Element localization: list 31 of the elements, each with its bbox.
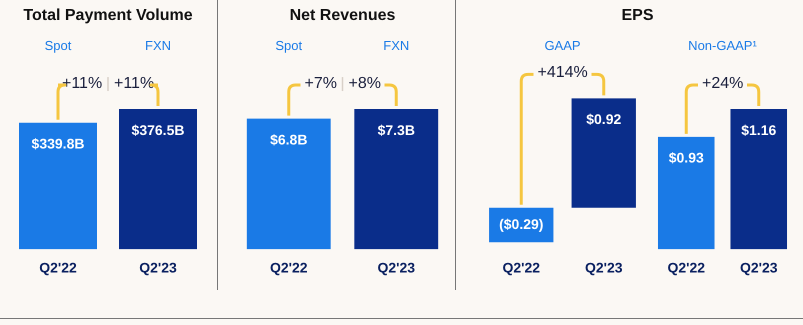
data-label: $339.8B (32, 136, 84, 152)
text: +11% (114, 75, 154, 94)
data-label: $7.3B (378, 122, 415, 138)
x-tick-label: Q2'22 (502, 259, 540, 276)
x-tick-label: Q2'23 (377, 259, 416, 276)
x-tick-label: Q2'23 (139, 259, 177, 276)
data-label: $1.16 (741, 122, 776, 138)
text: Spot (275, 38, 302, 53)
x-tick-label: Q2'23 (584, 259, 623, 276)
data-label: $6.8B (270, 132, 308, 148)
chart-title: Total Payment Volume (22, 7, 194, 25)
chart-subtitle: Non-GAAP¹ (688, 38, 757, 53)
chart-subtitle: GAAP (544, 38, 581, 53)
text: +24% (702, 75, 744, 94)
x-tick-label: Q2'23 (740, 259, 778, 276)
text: +11% (62, 75, 102, 94)
text: +7% (304, 75, 337, 94)
data-label: $0.93 (668, 150, 704, 166)
text: FXN (145, 38, 171, 53)
x-tick-label: Q2'22 (270, 259, 308, 276)
chart-title: Net Revenues (288, 7, 396, 25)
text: FXN (383, 38, 410, 53)
x-tick-label: Q2'22 (667, 259, 706, 276)
data-label: $0.92 (586, 111, 622, 128)
chart-title: EPS (620, 7, 654, 25)
data-label: ($0.29) (499, 216, 544, 232)
data-label: $376.5B (132, 122, 184, 138)
x-tick-label: Q2'22 (39, 259, 77, 276)
text: +414% (538, 64, 588, 82)
text: Spot (44, 38, 72, 53)
text: +8% (348, 75, 381, 94)
